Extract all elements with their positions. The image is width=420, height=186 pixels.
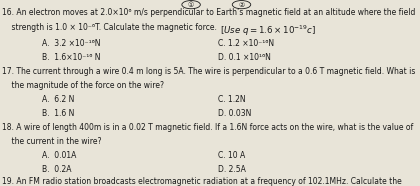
Text: A.  6.2 N: A. 6.2 N	[42, 95, 74, 104]
Text: D. 2.5A: D. 2.5A	[218, 165, 246, 174]
Text: 16. An electron moves at 2.0×10⁶ m/s perpendicular to Earth’s magnetic field at : 16. An electron moves at 2.0×10⁶ m/s per…	[2, 8, 415, 17]
Text: C. 10 A: C. 10 A	[218, 151, 246, 160]
Text: $\mathit{[Use\ q=1.6\times10^{-19}c]}$: $\mathit{[Use\ q=1.6\times10^{-19}c]}$	[220, 23, 317, 38]
Text: ①: ①	[188, 2, 194, 8]
Text: 19. An FM radio station broadcasts electromagnetic radiation at a frequency of 1: 19. An FM radio station broadcasts elect…	[2, 177, 402, 186]
Text: ②: ②	[239, 2, 244, 8]
Text: the current in the wire?: the current in the wire?	[2, 137, 102, 146]
Text: A.  3.2 ×10⁻¹⁶N: A. 3.2 ×10⁻¹⁶N	[42, 39, 100, 48]
Text: D. 0.03N: D. 0.03N	[218, 109, 252, 118]
Text: 17. The current through a wire 0.4 m long is 5A. The wire is perpendicular to a : 17. The current through a wire 0.4 m lon…	[2, 67, 415, 76]
Text: strength is 1.0 × 10⁻⁶T. Calculate the magnetic force.: strength is 1.0 × 10⁻⁶T. Calculate the m…	[2, 23, 217, 32]
Text: B.  1.6 N: B. 1.6 N	[42, 109, 74, 118]
Circle shape	[232, 1, 251, 9]
Text: C. 1.2 ×10⁻¹⁶N: C. 1.2 ×10⁻¹⁶N	[218, 39, 275, 48]
Text: C. 1.2N: C. 1.2N	[218, 95, 246, 104]
Text: B.  1.6×10⁻¹⁶ N: B. 1.6×10⁻¹⁶ N	[42, 53, 100, 62]
Text: B.  0.2A: B. 0.2A	[42, 165, 71, 174]
Text: 18. A wire of length 400m is in a 0.02 T magnetic field. If a 1.6N force acts on: 18. A wire of length 400m is in a 0.02 T…	[2, 123, 413, 132]
Text: D. 0.1 ×10¹⁶N: D. 0.1 ×10¹⁶N	[218, 53, 271, 62]
Text: the magnitude of the force on the wire?: the magnitude of the force on the wire?	[2, 81, 164, 90]
Circle shape	[182, 1, 200, 9]
Text: A.  0.01A: A. 0.01A	[42, 151, 76, 160]
